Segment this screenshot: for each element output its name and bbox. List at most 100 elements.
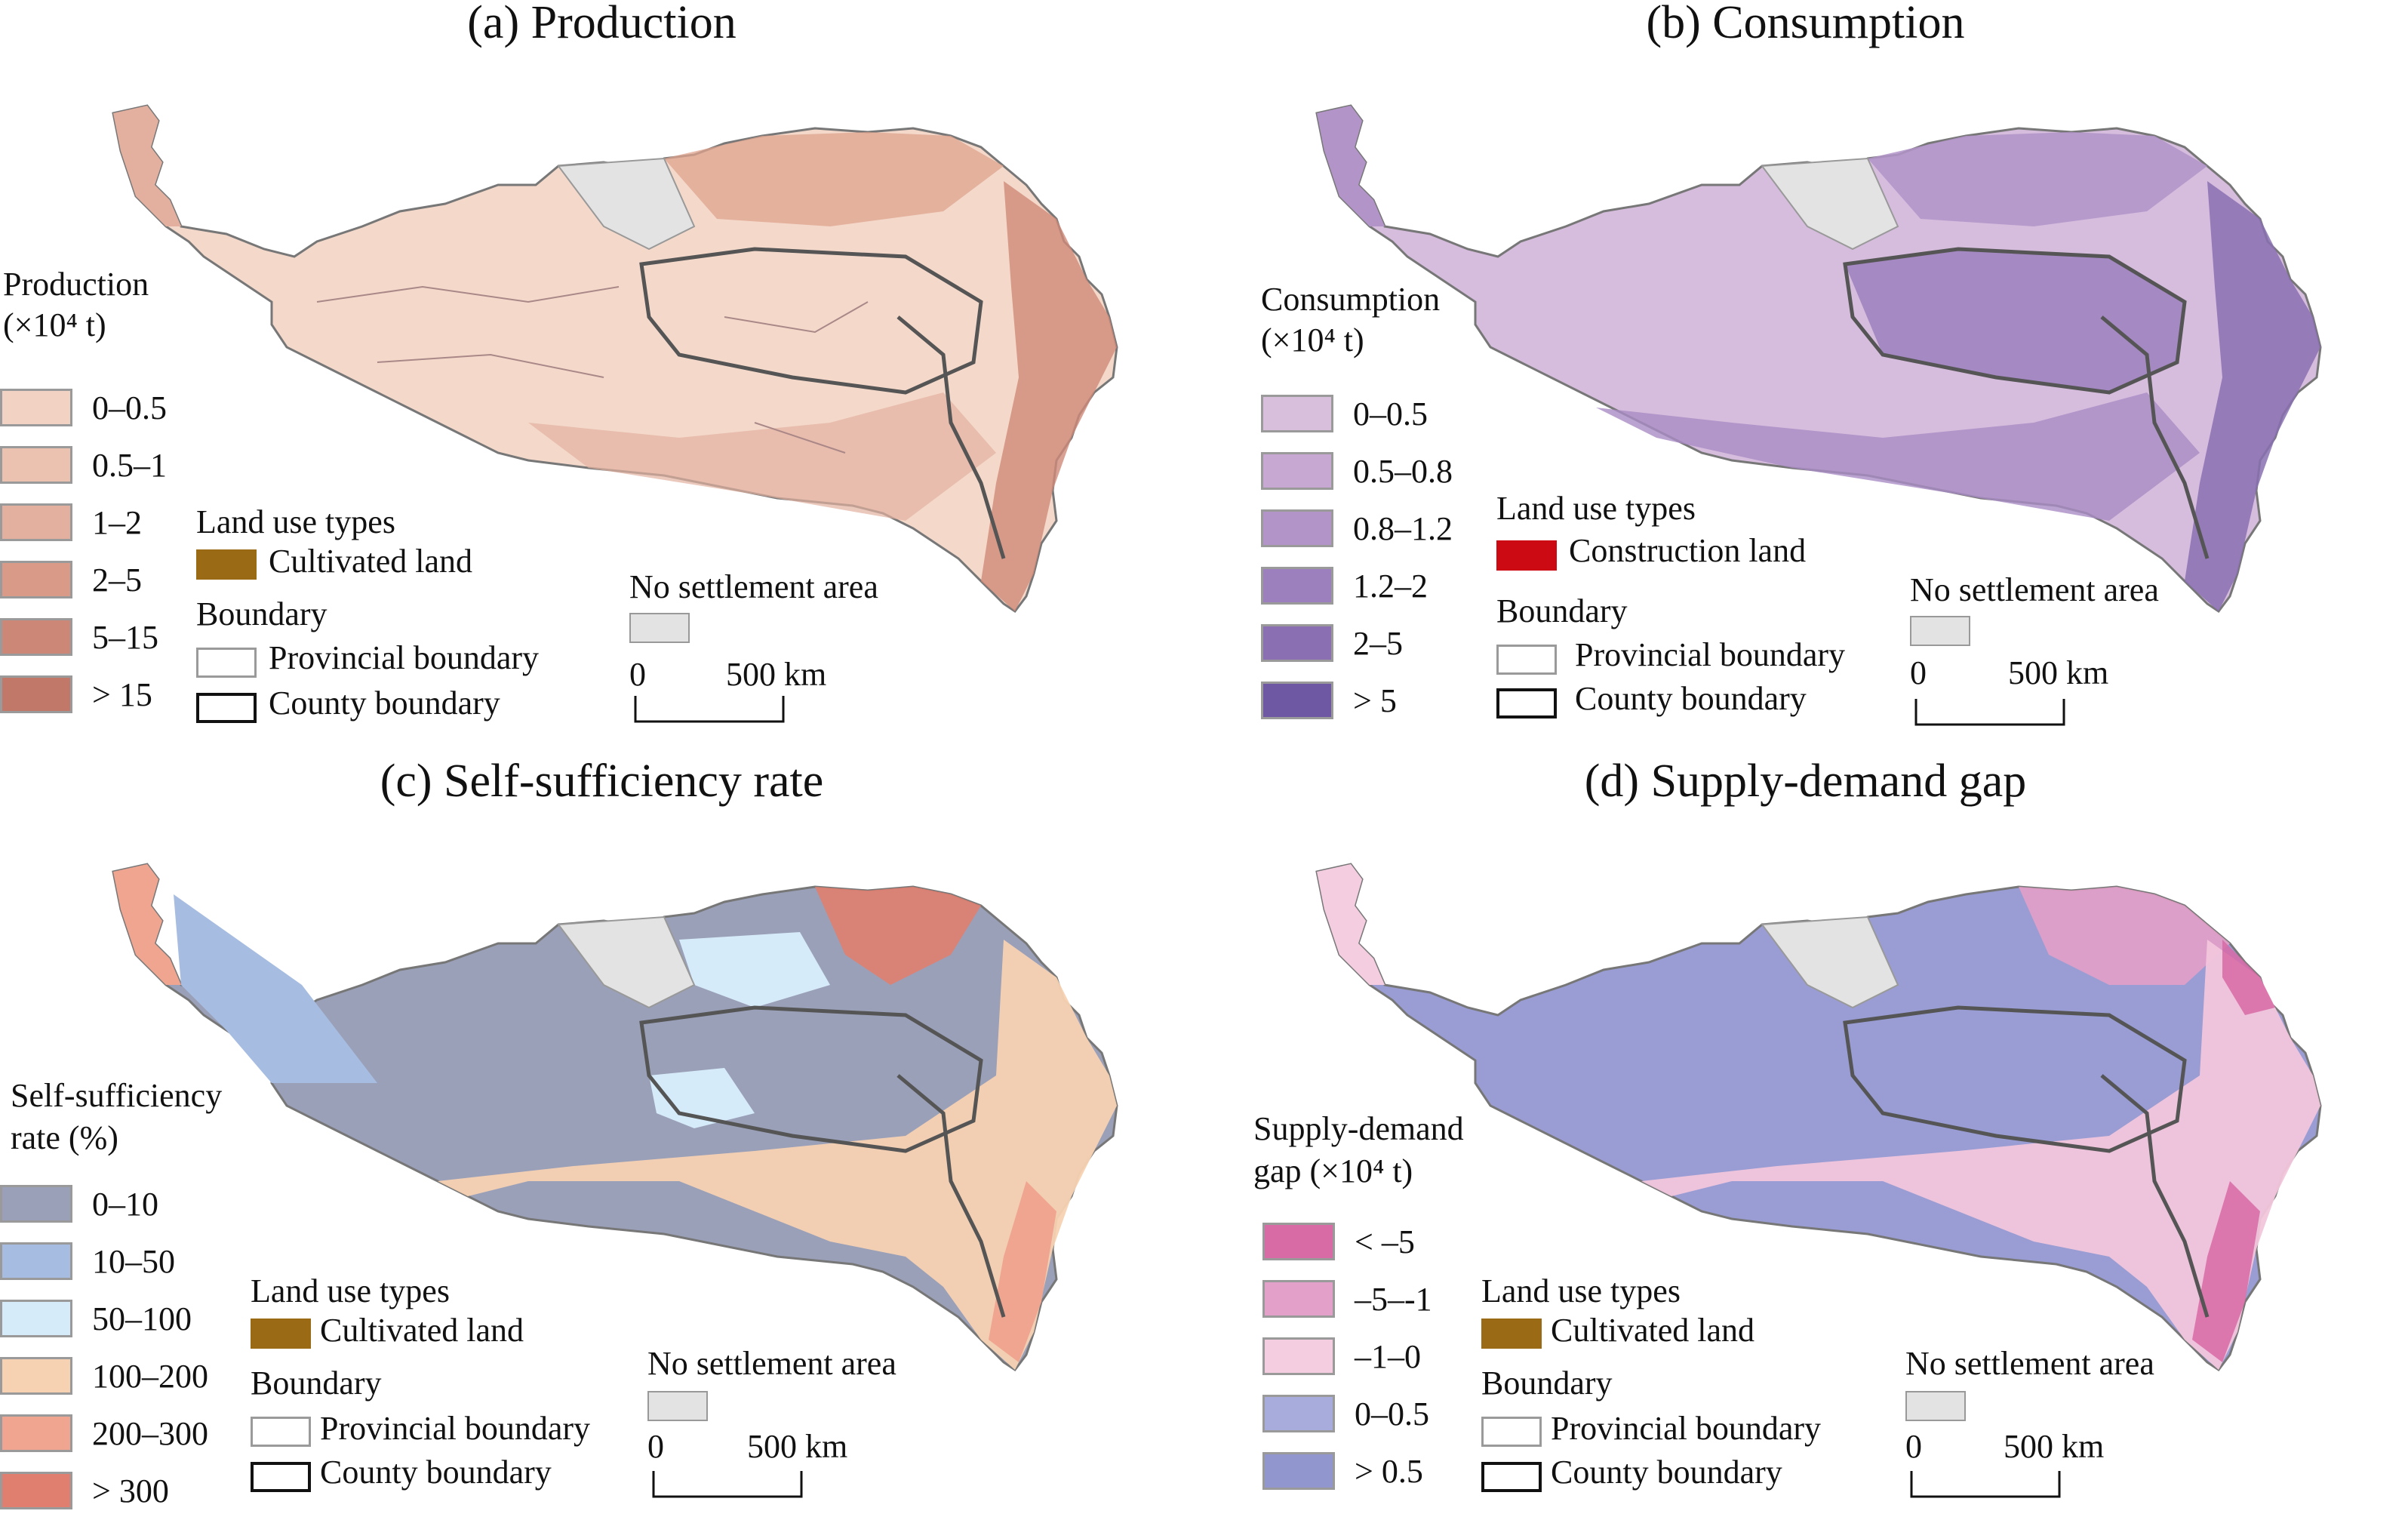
boundary-title: Boundary [251,1365,382,1402]
legend-label: < –5 [1355,1223,1415,1260]
county-boundary-line [316,285,869,454]
supply-demand-gap-map [1315,863,2322,1371]
legend-swatch [0,503,72,541]
panel-consumption: (b) Consumption Consumption (×10⁴ t) 0–0… [1204,0,2407,758]
no-settlement-swatch [647,1391,708,1421]
legend-swatch [0,561,72,598]
legend-class-5: > 15 [0,673,152,715]
legend-swatch [0,1357,72,1395]
legend-swatch [0,1472,72,1509]
legend-class-3: 0–0.5 [1262,1392,1429,1435]
county-boundary-label: County boundary [1551,1454,1782,1491]
legend-unit: gap (×10⁴ t) [1253,1152,1413,1189]
legend-label: 50–100 [92,1300,192,1337]
legend-label: 2–5 [92,561,142,598]
land-use-label: Cultivated land [1551,1312,1755,1349]
legend-unit: rate (%) [11,1119,118,1156]
legend-label: –1–0 [1355,1337,1421,1375]
scale-zero: 0 [1910,654,1927,691]
legend-class-4: 200–300 [0,1412,208,1454]
legend-class-4: 5–15 [0,616,158,658]
legend-swatch [0,618,72,656]
legend-class-3: 100–200 [0,1355,208,1397]
legend-label: 0.8–1.2 [1353,509,1453,547]
land-use-label: Construction land [1569,532,1807,569]
self-sufficiency-map [112,863,1118,1371]
no-settlement-label: No settlement area [629,568,878,605]
legend-swatch [1261,395,1333,432]
legend-class-1: –5–-1 [1262,1278,1432,1320]
legend-label: > 300 [92,1472,169,1509]
legend-swatch [0,1300,72,1337]
panel-self-sufficiency: (c) Self-sufficiency rate Self-sufficien… [0,755,1204,1517]
land-use-swatch [196,549,257,580]
county-boundary-swatch [1481,1462,1542,1492]
no-settlement-region [1761,915,1899,1009]
region-south-east-rate [438,940,1117,1370]
legend-label: > 5 [1353,682,1397,719]
legend-label: 100–200 [92,1357,208,1395]
region-south-production [528,392,996,521]
legend-class-1: 0.5–1 [0,444,167,486]
legend-title: Consumption [1261,281,1441,318]
legend-label: > 0.5 [1355,1452,1423,1490]
legend-class-0: 0–10 [0,1183,158,1225]
boundary-title: Boundary [1496,592,1628,629]
legend-label: 0–0.5 [1353,395,1428,432]
legend-class-3: 1.2–2 [1261,565,1428,607]
scale-bar [1914,699,2065,726]
legend-label: > 15 [92,675,152,713]
county-boundary-label: County boundary [320,1454,552,1491]
legend-class-0: 0–0.5 [0,386,167,429]
legend-class-2: 1–2 [0,501,142,543]
scale-bar [1910,1471,2061,1498]
region-east-deficit [2192,1181,2260,1362]
legend-label: 1–2 [92,503,142,541]
legend-class-2: –1–0 [1262,1335,1421,1377]
region-west-rate [174,894,377,1083]
no-settlement-label: No settlement area [1905,1345,2154,1382]
region-east-consumption [2185,181,2320,611]
county-boundary-label: County boundary [1575,680,1807,717]
scale-end: 500 km [726,656,827,693]
provincial-boundary-swatch [1481,1417,1542,1447]
legend-swatch [1261,452,1333,490]
no-settlement-swatch [1905,1391,1966,1421]
provincial-boundary-line [896,315,1006,559]
scale-zero: 0 [629,656,646,693]
boundary-title: Boundary [1481,1365,1613,1402]
land-use-swatch [1481,1319,1542,1349]
consumption-map [1315,104,2322,613]
legend-class-0: < –5 [1262,1220,1415,1263]
legend-label: –5–-1 [1355,1280,1432,1318]
no-settlement-region [557,157,696,251]
legend-class-4: > 0.5 [1262,1450,1423,1492]
legend-label: 2–5 [1353,624,1403,662]
land-use-label: Cultivated land [320,1312,524,1349]
legend-swatch [0,675,72,713]
provincial-boundary-label: Provincial boundary [269,639,540,676]
region-high-rate [815,887,981,985]
region-north-gap [2019,887,2230,985]
panel-title: (d) Supply-demand gap [1584,755,2027,807]
land-use-title: Land use types [196,503,395,540]
provincial-boundary-line [1843,1005,2187,1153]
provincial-boundary-swatch [1496,645,1557,675]
provincial-boundary-label: Provincial boundary [1551,1410,1822,1447]
land-use-swatch [1496,540,1557,571]
land-use-title: Land use types [1496,490,1696,527]
region-west-gap [1317,864,1385,985]
provincial-boundary-line [639,247,983,395]
provincial-boundary-label: Provincial boundary [320,1410,591,1447]
land-use-label: Cultivated land [269,543,473,580]
legend-label: 0–0.5 [1355,1395,1429,1432]
region-west-consumption [1317,106,1385,226]
land-use-swatch [251,1319,311,1349]
legend-class-3: 2–5 [0,558,142,601]
county-boundary-swatch [196,693,257,723]
region-consumption [1868,132,2207,226]
legend-class-4: 2–5 [1261,622,1403,664]
legend-class-5: > 5 [1261,679,1397,722]
land-use-title: Land use types [1481,1272,1681,1309]
provincial-boundary-line [1843,247,2187,395]
